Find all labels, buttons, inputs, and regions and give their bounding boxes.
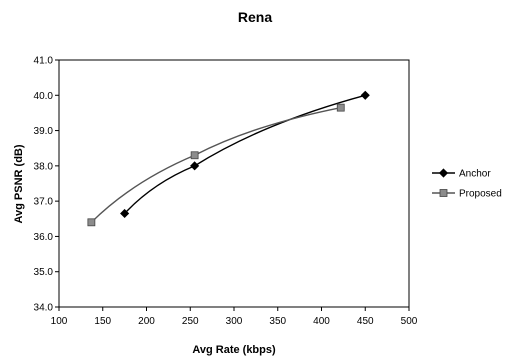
data-point-proposed (190, 151, 199, 160)
legend-marker-proposed (439, 189, 448, 197)
y-axis-title: Avg PSNR (dB) (13, 144, 25, 223)
y-tick-label: 41.0 (34, 56, 54, 67)
x-tick-label: 200 (138, 316, 155, 327)
x-axis-title: Avg Rate (kbps) (192, 344, 276, 356)
legend-marker-anchor (438, 168, 449, 178)
x-tick-label: 350 (269, 316, 286, 327)
x-tick-label: 100 (51, 316, 68, 327)
y-tick-label: 40.0 (34, 91, 54, 102)
x-tick-label: 250 (182, 316, 199, 327)
x-tick-label: 450 (357, 316, 374, 327)
data-point-anchor (120, 208, 130, 219)
y-tick-label: 35.0 (34, 267, 54, 278)
legend-label-anchor: Anchor (459, 169, 491, 180)
y-tick-label: 39.0 (34, 126, 54, 137)
data-point-anchor (190, 161, 200, 171)
x-tick-label: 150 (94, 316, 111, 327)
y-tick-label: 36.0 (34, 232, 54, 243)
series-layer (87, 90, 370, 227)
plot-area (58, 59, 410, 308)
legend: Anchor Proposed (432, 168, 502, 200)
series-line-anchor (124, 94, 366, 214)
y-tick-label: 38.0 (34, 161, 54, 172)
x-tick-label: 300 (226, 316, 243, 327)
legend-label-proposed: Proposed (459, 189, 502, 200)
data-point-proposed (336, 103, 345, 112)
x-tick-label: 400 (313, 316, 330, 327)
chart-title: Rena (238, 9, 272, 25)
y-tick-label: 34.0 (34, 303, 54, 314)
x-tick-label: 500 (401, 316, 418, 327)
y-axis: 34.0 35.0 36.0 37.0 38.0 39.0 40.0 41.0 (34, 56, 59, 314)
x-axis: 100 150 200 250 300 350 400 450 500 (51, 307, 418, 327)
data-point-anchor (360, 90, 370, 100)
data-point-proposed (87, 218, 96, 227)
y-tick-label: 37.0 (34, 197, 54, 208)
